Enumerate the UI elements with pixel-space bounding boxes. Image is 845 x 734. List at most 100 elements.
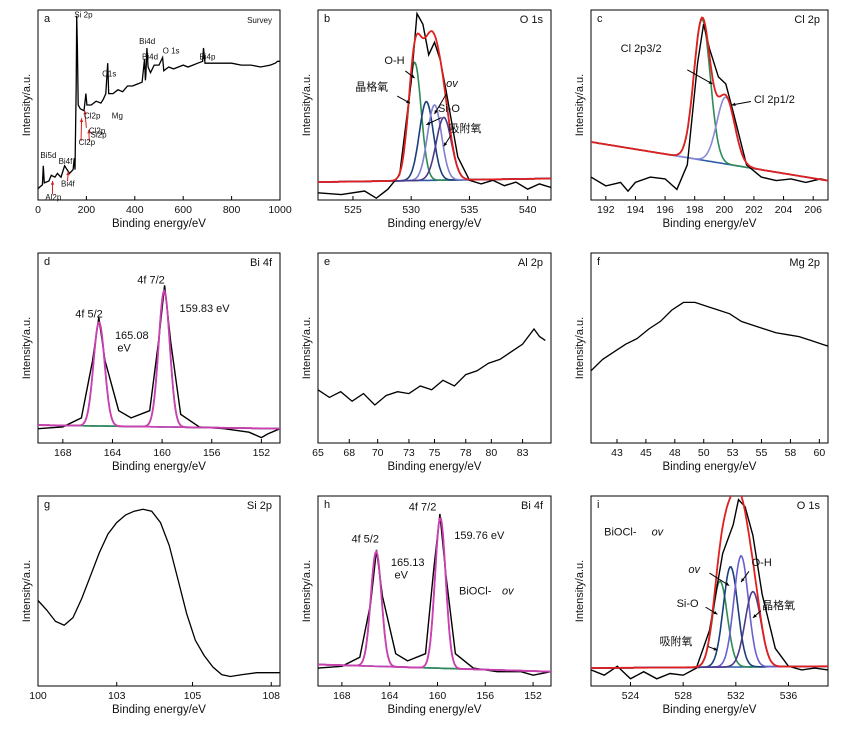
annotation-label: Bi4d	[142, 52, 158, 61]
envelope-line	[591, 496, 828, 669]
panel-letter: b	[324, 13, 330, 25]
annotation-label: Cl2p	[89, 127, 106, 136]
x-tick-label: 530	[402, 204, 420, 216]
y-axis-label: Intensity/a.u.	[21, 317, 33, 379]
arrow-head	[731, 102, 736, 107]
annotation-label: Si 2p	[74, 11, 93, 20]
plot-area	[318, 327, 546, 406]
annotation-label: C1s	[102, 70, 116, 79]
x-axis-label: Binding energy/eV	[388, 218, 482, 230]
annotation-label: Si2p	[91, 130, 108, 139]
x-tick-label: 60	[813, 447, 825, 459]
annotation-label: ov	[502, 586, 515, 598]
series-line	[318, 327, 546, 406]
x-tick-label: 200	[716, 204, 734, 216]
chart-title: Bi 4f	[250, 257, 273, 269]
x-tick-label: 400	[126, 204, 144, 216]
annotation-label: 吸附氧	[448, 121, 481, 135]
x-tick-label: 48	[669, 447, 681, 459]
arrow-head	[79, 118, 84, 122]
fitted-peak	[591, 96, 828, 182]
y-axis-label: Intensity/a.u.	[301, 74, 313, 136]
plot-area	[38, 508, 280, 678]
arrow-head	[434, 109, 438, 114]
x-tick-label: 43	[611, 447, 623, 459]
annotation-label: 吸附氧	[659, 634, 692, 648]
arrow-head	[426, 121, 431, 125]
x-tick-label: 528	[674, 690, 692, 702]
x-tick-label: 194	[627, 204, 645, 216]
plot-frame	[317, 9, 552, 201]
chart-title: O 1s	[797, 500, 821, 512]
x-tick-label: 73	[403, 447, 415, 459]
x-tick-label: 0	[35, 204, 41, 216]
x-tick-label: 160	[153, 447, 171, 459]
series-line	[591, 301, 828, 372]
y-axis-label: Intensity/a.u.	[301, 317, 313, 379]
chart-title: O 1s	[520, 14, 544, 26]
annotation-label: ov	[688, 564, 701, 576]
x-tick-label: 600	[174, 204, 192, 216]
annotation-label: 165.08	[115, 330, 149, 342]
envelope-line	[318, 30, 551, 183]
raw-data-line	[318, 11, 551, 200]
series-line	[38, 15, 280, 190]
x-axis-label: Binding energy/eV	[663, 461, 757, 473]
annotation-label: eV	[394, 569, 408, 581]
panel-letter: c	[597, 13, 603, 25]
x-tick-label: 168	[333, 690, 351, 702]
raw-data-line	[591, 498, 828, 680]
panel-c: c Cl 2p 192 194 196 198 200 202 204 206 Binding en…	[574, 9, 829, 230]
plot-frame	[37, 495, 281, 687]
x-tick-label: 108	[262, 690, 280, 702]
x-tick-label: 55	[756, 447, 768, 459]
y-axis-label: Intensity/a.u.	[21, 560, 33, 622]
arrow-head	[83, 110, 87, 115]
panel-h: h Bi 4f 168 164 160 156 152 Binding energy/eV In…	[301, 495, 552, 716]
series-line	[38, 508, 280, 678]
annotation-label: 晶格氧	[762, 598, 795, 612]
plot-frame	[37, 252, 281, 444]
arrow-head	[443, 142, 448, 147]
x-tick-label: 206	[804, 204, 822, 216]
plot-frame	[590, 252, 829, 444]
annotation-arrow	[709, 572, 730, 587]
x-tick-label: 536	[780, 690, 798, 702]
annotation-label: 165.13	[391, 557, 425, 569]
plot-frame	[590, 495, 829, 687]
x-axis-label: Binding energy/eV	[112, 461, 206, 473]
x-tick-label: 164	[381, 690, 399, 702]
chart-title: Al 2p	[518, 257, 543, 269]
panel-f: f Mg 2p 43 45 48 50 53 55 58 60 Binding energy/eV I…	[574, 252, 829, 473]
annotation-label: BiOCl-	[459, 586, 492, 598]
plot-area	[591, 301, 828, 372]
plot-area	[591, 16, 828, 193]
fitted-peak	[318, 549, 551, 673]
annotation-label: 晶格氧	[355, 80, 388, 94]
annotation-label: O 1s	[163, 47, 180, 56]
arrow-head	[713, 647, 718, 651]
x-tick-label: 540	[519, 204, 537, 216]
annotation-label: Bi4f	[59, 157, 74, 166]
panel-a: a Survey 0 200 400 600 800 1000 Binding energy/e…	[21, 9, 292, 230]
plot-area	[318, 513, 551, 676]
arrow-head	[752, 614, 757, 618]
annotation-label: ov	[652, 526, 665, 538]
chart-title: Cl 2p	[794, 14, 820, 26]
y-axis-label: Intensity/a.u.	[574, 317, 586, 379]
annotation-label: 159.76 eV	[454, 530, 505, 542]
x-tick-label: 160	[429, 690, 447, 702]
y-axis-label: Intensity/a.u.	[21, 74, 33, 136]
annotation-label: Bi4d	[139, 37, 155, 46]
x-tick-label: 156	[203, 447, 221, 459]
annotation-label: Al2p	[45, 193, 62, 202]
x-tick-label: 103	[108, 690, 126, 702]
x-axis-label: Binding energy/eV	[112, 218, 206, 230]
x-tick-label: 200	[78, 204, 96, 216]
x-axis-label: Binding energy/eV	[663, 704, 757, 716]
fitted-peak	[591, 566, 828, 669]
x-tick-label: 168	[54, 447, 72, 459]
arrow-head	[713, 610, 718, 615]
panel-letter: f	[597, 256, 601, 268]
